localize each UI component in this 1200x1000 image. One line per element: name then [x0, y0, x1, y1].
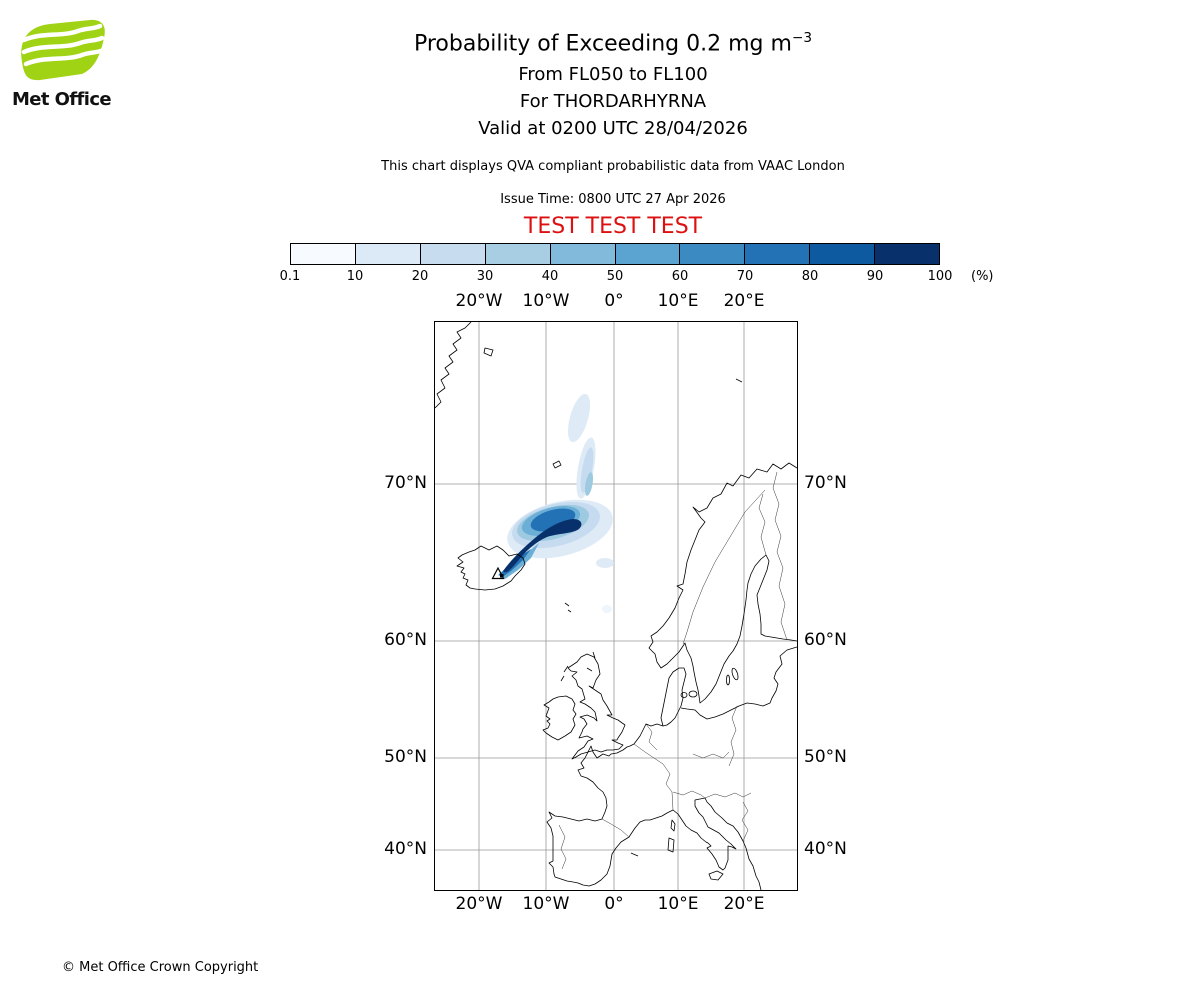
- title-exponent: −3: [791, 30, 813, 46]
- colorbar-cell: [875, 244, 940, 264]
- colorbar-cell: [745, 244, 811, 264]
- colorbar-cell: [420, 244, 486, 264]
- probability-colorbar: [290, 243, 940, 265]
- map-canvas: [434, 321, 798, 891]
- latitude-label-left: 70°N: [384, 473, 427, 493]
- longitude-labels-bottom: 20°W 10°W 0° 10°E 20°E: [434, 894, 798, 916]
- longitude-label: 0°: [604, 894, 624, 914]
- country-borders: [558, 471, 788, 870]
- colorbar-cell: [355, 244, 421, 264]
- volcano-name-line: For THORDARHYRNA: [519, 91, 707, 112]
- colorbar-cell: [680, 244, 746, 264]
- latitude-label-right: 60°N: [804, 630, 847, 650]
- longitude-label: 20°E: [723, 894, 765, 914]
- map-panel: [434, 321, 798, 891]
- colorbar-tick: 90: [866, 269, 884, 284]
- colorbar-cell: [485, 244, 551, 264]
- colorbar-tick: 0.1: [279, 269, 301, 284]
- colorbar-tick: 10: [346, 269, 364, 284]
- test-banner: TEST TEST TEST: [523, 214, 703, 239]
- longitude-label: 20°W: [455, 894, 503, 914]
- met-office-logo-mark: [21, 19, 106, 81]
- longitude-label: 10°E: [657, 291, 699, 311]
- page-title-text: Probability of Exceeding 0.2 mg m: [413, 31, 792, 57]
- issue-time-line: Issue Time: 0800 UTC 27 Apr 2026: [500, 192, 726, 207]
- met-office-logo: Met Office: [12, 18, 128, 110]
- colorbar-cell: [810, 244, 876, 264]
- colorbar-tick: 40: [541, 269, 559, 284]
- colorbar-cell: [291, 244, 356, 264]
- colorbar-tick: 60: [671, 269, 689, 284]
- longitude-label: 0°: [604, 291, 624, 311]
- ash-plume: [498, 393, 614, 613]
- latitude-label-left: 40°N: [384, 839, 427, 859]
- met-office-logo-text: Met Office: [12, 89, 112, 110]
- colorbar-tick: 50: [606, 269, 624, 284]
- latitude-label-right: 50°N: [804, 747, 847, 767]
- colorbar-tick: 30: [476, 269, 494, 284]
- longitude-label: 20°E: [723, 291, 765, 311]
- colorbar-unit: (%): [971, 269, 994, 284]
- latitude-label-left: 60°N: [384, 630, 427, 650]
- colorbar-tick: 100: [927, 269, 953, 284]
- colorbar-cell: [550, 244, 616, 264]
- longitude-labels-top: 20°W 10°W 0° 10°E 20°E: [434, 291, 798, 313]
- valid-time-line: Valid at 0200 UTC 28/04/2026: [478, 118, 748, 139]
- qva-info-line: This chart displays QVA compliant probab…: [381, 159, 845, 174]
- longitude-label: 10°E: [657, 894, 699, 914]
- colorbar-cell: [615, 244, 681, 264]
- longitude-label: 10°W: [522, 894, 570, 914]
- flight-level-range: From FL050 to FL100: [518, 64, 708, 85]
- latitude-label-left: 50°N: [384, 747, 427, 767]
- longitude-label: 20°W: [455, 291, 503, 311]
- latitude-label-right: 40°N: [804, 839, 847, 859]
- copyright-notice: © Met Office Crown Copyright: [62, 960, 259, 975]
- longitude-label: 10°W: [522, 291, 570, 311]
- page-title: Probability of Exceeding 0.2 mg m−3: [414, 30, 812, 56]
- colorbar-tick: 20: [411, 269, 429, 284]
- colorbar-tick: 80: [801, 269, 819, 284]
- graticule: [435, 322, 797, 890]
- colorbar-tick: 70: [736, 269, 754, 284]
- colorbar-tick-row: 0.1 10 20 30 40 50 60 70 80 90 100: [280, 269, 953, 287]
- latitude-label-right: 70°N: [804, 473, 847, 493]
- coastlines: [434, 321, 798, 891]
- volcano-marker: [491, 566, 505, 580]
